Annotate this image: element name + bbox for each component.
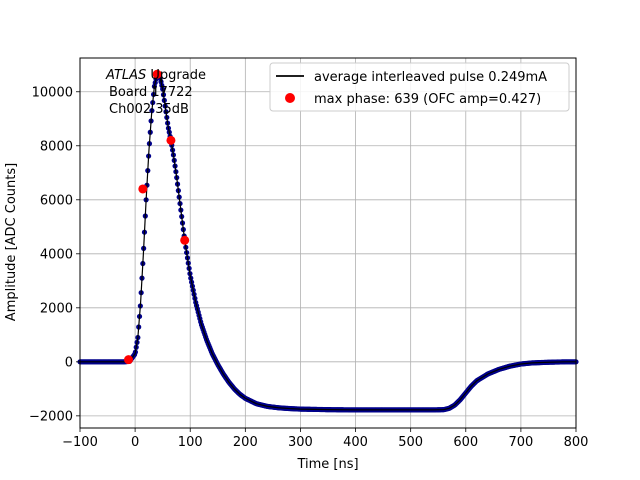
x-tick-label: 800 [564, 435, 589, 450]
legend-label-average-pulse: average interleaved pulse 0.249mA [314, 70, 547, 85]
x-axis-label: Time [ns] [296, 457, 358, 472]
x-tick-label: 300 [288, 435, 313, 450]
x-tick-label: 500 [398, 435, 423, 450]
x-tick-label: 200 [233, 435, 258, 450]
plot-area [77, 69, 579, 413]
svg-text:ATLAS Upgrade: ATLAS Upgrade [105, 68, 206, 83]
x-tick-label: 400 [343, 435, 368, 450]
legend-box [269, 62, 570, 112]
x-tick-label: 0 [131, 435, 139, 450]
annotation-upgrade: Upgrade [146, 68, 206, 83]
max-phase-points [124, 69, 190, 365]
x-tick-label: −100 [62, 435, 98, 450]
y-tick-label: 0 [65, 355, 73, 370]
max-phase-point [152, 69, 162, 79]
max-phase-point [138, 184, 148, 194]
legend: average interleaved pulse 0.249mA max ph… [269, 62, 570, 112]
max-phase-point [180, 235, 190, 245]
axes-frame [79, 57, 577, 429]
y-tick-label: 10000 [32, 85, 73, 100]
y-tick-label: 4000 [40, 247, 73, 262]
y-tick-label: 2000 [40, 301, 73, 316]
annotation-board: Board 17722 [109, 85, 193, 100]
legend-marker-swatch [285, 93, 295, 103]
max-phase-point [166, 135, 176, 145]
axis-ticks: −100 0 100 200 300 400 500 600 700 800 −2000 0 2000 4… [29, 85, 588, 450]
atlas-annotation: ATLAS Upgrade Board 17722 Ch002 35dB [105, 68, 206, 117]
max-phase-point [124, 355, 133, 365]
legend-label-max-phase: max phase: 639 (OFC amp=0.427) [314, 92, 541, 107]
average-pulse-line [80, 73, 576, 411]
y-tick-label: 8000 [40, 139, 73, 154]
annotation-channel: Ch002 35dB [109, 102, 189, 117]
x-tick-label: 100 [178, 435, 203, 450]
annotation-atlas: ATLAS [105, 68, 146, 83]
y-tick-label: 6000 [40, 193, 73, 208]
y-axis-label: Amplitude [ADC Counts] [4, 163, 19, 321]
x-tick-label: 600 [453, 435, 478, 450]
y-tick-label: −2000 [29, 409, 73, 424]
x-tick-label: 700 [508, 435, 533, 450]
